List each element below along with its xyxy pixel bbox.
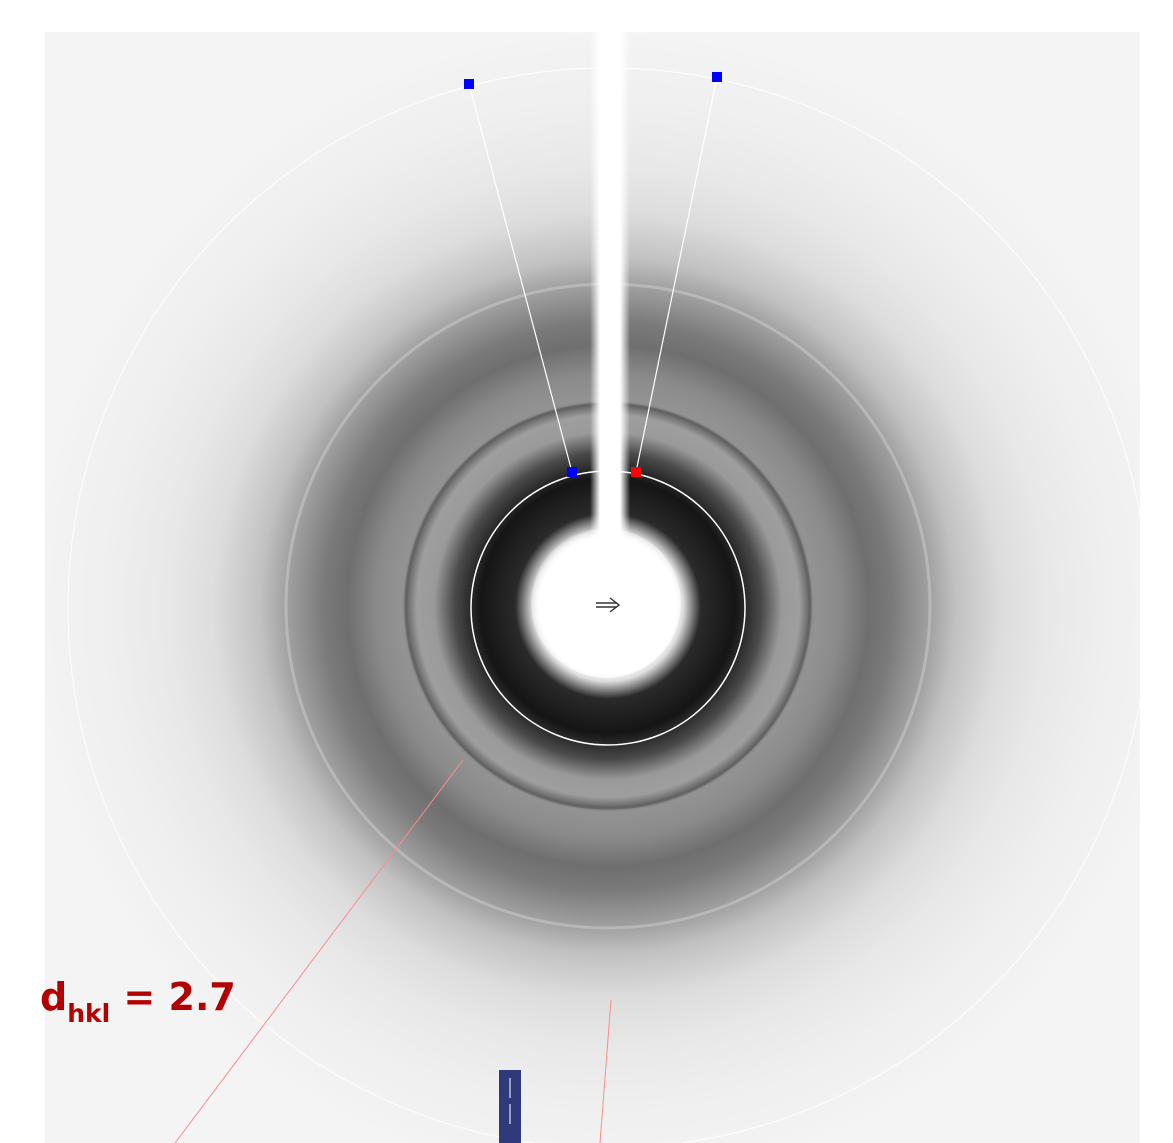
outer-left-handle[interactable]	[464, 79, 474, 89]
dhkl-subscript: hkl	[67, 999, 111, 1028]
arrow-right-icon	[596, 597, 621, 613]
guide-line-right	[599, 999, 612, 1143]
selection-ring-outer[interactable]	[67, 67, 1149, 1143]
handle-line-right	[635, 76, 718, 473]
selection-ring-inner[interactable]	[470, 470, 746, 746]
inner-left-handle[interactable]	[567, 467, 577, 477]
dhkl-value: = 2.7	[110, 975, 236, 1019]
guide-line-left	[174, 759, 464, 1143]
beamstop-arm	[590, 32, 630, 552]
inner-right-handle[interactable]	[631, 467, 641, 477]
outer-right-handle[interactable]	[712, 72, 722, 82]
dhkl-annotation: dhkl = 2.7	[40, 975, 236, 1026]
handle-line-left	[468, 83, 573, 473]
dhkl-symbol: d	[40, 975, 68, 1019]
